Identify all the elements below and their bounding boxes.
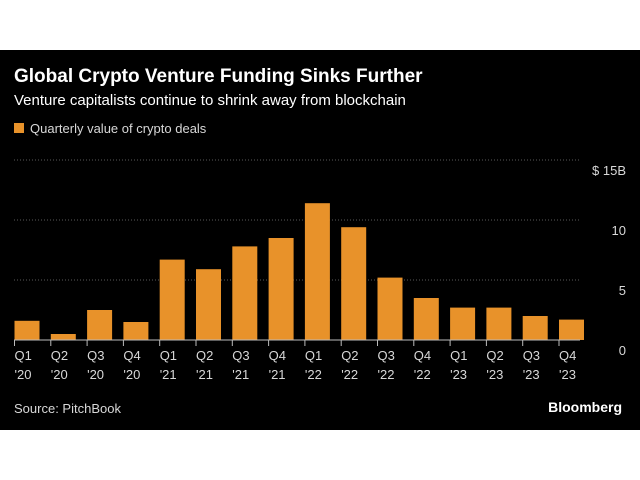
x-tick-label: Q2: [341, 348, 358, 363]
x-tick-label: Q1: [450, 348, 467, 363]
x-tick-label: Q4: [123, 348, 140, 363]
legend-swatch: [14, 123, 24, 133]
x-tick-label: Q4: [414, 348, 431, 363]
x-tick-label: Q3: [87, 348, 104, 363]
bar: [377, 277, 403, 340]
x-tick-label: '21: [196, 367, 213, 382]
bar: [304, 203, 330, 340]
x-tick-label: '20: [51, 367, 68, 382]
x-tick-label: Q4: [269, 348, 286, 363]
x-tick-label: '23: [450, 367, 467, 382]
x-tick-label: '22: [341, 367, 358, 382]
bloomberg-logo: Bloomberg: [548, 399, 622, 415]
bar: [196, 269, 221, 340]
x-tick-label: '21: [232, 367, 249, 382]
x-tick-label: '22: [378, 367, 395, 382]
chart-subtitle: Venture capitalists continue to shrink a…: [14, 92, 406, 109]
x-tick-label: '21: [160, 367, 177, 382]
x-tick-label: '21: [269, 367, 286, 382]
bar: [341, 227, 367, 340]
legend-label: Quarterly value of crypto deals: [30, 120, 207, 136]
x-tick-label: '23: [559, 367, 576, 382]
y-tick-label: 0: [619, 343, 626, 358]
x-tick-label: '22: [414, 367, 431, 382]
x-tick-label: '23: [486, 367, 503, 382]
bar: [123, 322, 149, 340]
bar: [413, 298, 439, 340]
x-tick-label: '20: [123, 367, 140, 382]
y-tick-label: 10: [612, 223, 626, 238]
x-tick-label: Q2: [196, 348, 213, 363]
x-tick-label: Q2: [51, 348, 68, 363]
bar: [559, 319, 584, 340]
x-tick-label: Q1: [160, 348, 177, 363]
y-tick-label: 5: [619, 283, 626, 298]
bar: [14, 320, 40, 340]
x-tick-label: Q3: [378, 348, 395, 363]
bar: [232, 246, 258, 340]
bar: [268, 238, 294, 340]
x-tick-label: Q3: [523, 348, 540, 363]
x-tick-label: Q1: [15, 348, 32, 363]
bar: [522, 316, 548, 340]
bar: [87, 310, 113, 340]
x-tick-label: Q3: [232, 348, 249, 363]
x-tick-label: '20: [15, 367, 32, 382]
y-tick-label: $ 15B: [592, 163, 626, 178]
chart-title: Global Crypto Venture Funding Sinks Furt…: [14, 66, 423, 87]
x-tick-label: '22: [305, 367, 322, 382]
bar: [486, 307, 512, 340]
x-tick-label: Q1: [305, 348, 322, 363]
bar: [159, 259, 185, 340]
x-tick-label: '20: [87, 367, 104, 382]
x-tick-label: '23: [523, 367, 540, 382]
bar-chart: 0 5 10 $ 15B Q1 '20 Q2 '20 Q3 '20 Q4 '20 Q1 '21 Q2 '21 Q…: [14, 159, 626, 382]
chart-panel: Global Crypto Venture Funding Sinks Furt…: [0, 50, 640, 430]
source-note: Source: PitchBook: [14, 401, 121, 416]
bar: [450, 307, 476, 340]
bar: [50, 334, 76, 340]
x-tick-label: Q2: [486, 348, 503, 363]
x-tick-label: Q4: [559, 348, 576, 363]
legend: Quarterly value of crypto deals: [14, 120, 206, 136]
